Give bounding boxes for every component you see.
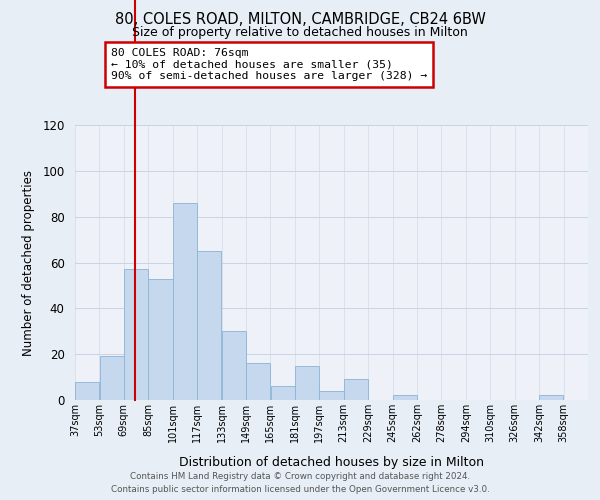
Bar (271, 386, 295, 400)
Bar (319, 391, 344, 400)
Bar (392, 396, 417, 400)
Text: Contains HM Land Registry data © Crown copyright and database right 2024.: Contains HM Land Registry data © Crown c… (130, 472, 470, 481)
Bar (124, 270, 148, 400)
Bar (100, 356, 124, 400)
Bar (75, 382, 100, 400)
Bar (344, 380, 368, 400)
Bar (173, 203, 197, 400)
Bar (221, 331, 246, 400)
Y-axis label: Number of detached properties: Number of detached properties (22, 170, 35, 356)
Bar (148, 278, 173, 400)
Text: Contains public sector information licensed under the Open Government Licence v3: Contains public sector information licen… (110, 485, 490, 494)
Text: Size of property relative to detached houses in Milton: Size of property relative to detached ho… (132, 26, 468, 39)
Text: 80 COLES ROAD: 76sqm
← 10% of detached houses are smaller (35)
90% of semi-detac: 80 COLES ROAD: 76sqm ← 10% of detached h… (111, 48, 427, 81)
Bar (246, 364, 271, 400)
X-axis label: Distribution of detached houses by size in Milton: Distribution of detached houses by size … (179, 456, 484, 469)
Bar (295, 366, 319, 400)
Text: 80, COLES ROAD, MILTON, CAMBRIDGE, CB24 6BW: 80, COLES ROAD, MILTON, CAMBRIDGE, CB24 … (115, 12, 485, 28)
Bar (539, 396, 563, 400)
Bar (197, 251, 221, 400)
